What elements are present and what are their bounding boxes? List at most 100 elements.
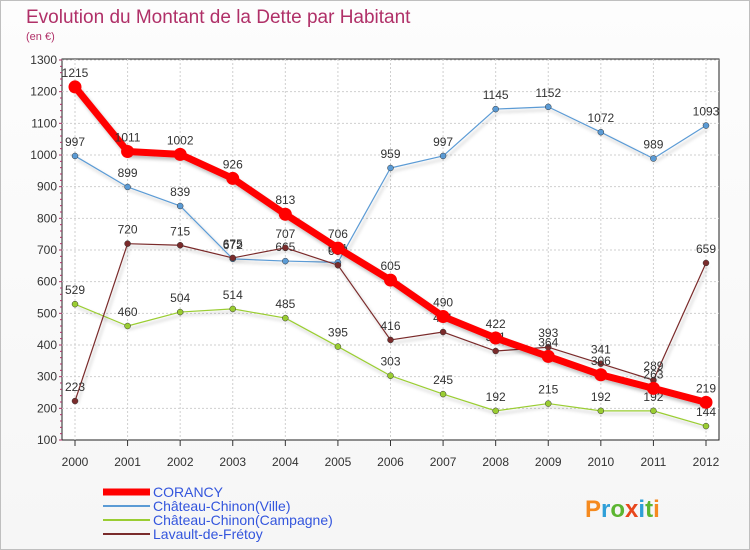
data-point: [124, 183, 131, 191]
x-tick-label: 2006: [377, 455, 404, 469]
data-label: 364: [538, 335, 558, 349]
data-label: 605: [380, 259, 400, 273]
data-label: 215: [538, 383, 558, 397]
data-point: [278, 207, 292, 221]
data-point: [331, 241, 345, 255]
x-tick-label: 2004: [272, 455, 299, 469]
data-label: 959: [380, 147, 400, 161]
data-label: 1011: [115, 131, 141, 145]
legend-label: CORANCY: [153, 484, 224, 500]
logo-letter: x: [625, 496, 639, 523]
data-label: 219: [696, 381, 716, 395]
data-point: [545, 103, 552, 111]
data-point: [541, 349, 555, 363]
logo-letter: i: [653, 496, 660, 523]
data-point: [71, 152, 79, 160]
data-point: [121, 145, 135, 159]
data-label: 306: [591, 354, 611, 368]
data-point: [124, 322, 131, 330]
x-tick-label: 2003: [219, 455, 246, 469]
data-point: [597, 407, 605, 415]
proxiti-logo: Proxiti: [585, 496, 660, 523]
data-label: 416: [380, 319, 400, 333]
x-axis: 2000 2001 2002 2003 2004 2005 2006 2007 2008 2009…: [62, 440, 720, 469]
data-point: [597, 360, 605, 367]
data-point: [334, 261, 342, 269]
data-point: [702, 122, 710, 129]
y-tick-label: 1000: [30, 148, 57, 162]
data-label: 341: [591, 343, 611, 357]
data-point: [176, 202, 184, 210]
y-tick-label: 900: [37, 180, 57, 194]
y-tick-label: 600: [37, 275, 57, 289]
y-tick-label: 200: [37, 401, 57, 415]
data-label: 144: [696, 405, 716, 419]
data-label: 672: [223, 238, 243, 252]
data-point: [282, 257, 289, 265]
data-point: [71, 300, 79, 308]
y-tick-label: 700: [37, 243, 57, 257]
data-point: [650, 407, 657, 415]
data-point: [282, 244, 289, 252]
logo-letter: r: [601, 496, 610, 523]
data-label: 1215: [62, 66, 89, 80]
y-tick-label: 1100: [31, 116, 57, 130]
data-label: 395: [328, 326, 348, 340]
data-point: [597, 128, 605, 136]
data-label: 485: [275, 297, 295, 311]
data-label: 289: [643, 359, 663, 373]
x-tick-label: 2001: [114, 455, 141, 469]
data-point: [176, 242, 184, 249]
data-point: [229, 305, 236, 313]
data-label: 1002: [167, 133, 194, 147]
data-label: 997: [65, 135, 85, 149]
data-label: 504: [170, 291, 190, 305]
data-label: 997: [433, 135, 453, 149]
data-label: 223: [65, 380, 85, 394]
data-label: 720: [118, 223, 138, 237]
data-point: [387, 372, 394, 379]
data-point: [68, 80, 82, 94]
data-point: [699, 395, 713, 409]
data-point: [124, 240, 131, 247]
data-point: [489, 331, 503, 345]
x-tick-label: 2009: [535, 455, 562, 469]
logo-letter: o: [610, 496, 625, 523]
data-point: [702, 259, 710, 267]
data-label: 490: [433, 296, 453, 310]
data-label: 813: [275, 193, 295, 207]
x-tick-label: 2008: [482, 455, 509, 469]
x-tick-label: 2002: [167, 455, 194, 469]
data-point: [594, 368, 608, 382]
data-point: [545, 400, 552, 407]
data-point: [334, 343, 342, 350]
data-point: [176, 308, 184, 316]
logo-letter: P: [585, 496, 601, 523]
data-label: 460: [118, 305, 138, 319]
y-tick-label: 1200: [30, 85, 57, 99]
data-point: [282, 314, 289, 322]
data-label: 839: [170, 185, 190, 199]
y-tick-label: 400: [37, 338, 57, 352]
data-label: 659: [696, 242, 716, 256]
grid: [62, 59, 719, 440]
data-label: 529: [65, 283, 85, 297]
x-tick-label: 2000: [62, 455, 89, 469]
data-label: 707: [275, 227, 295, 241]
data-label: 899: [118, 166, 138, 180]
logo-letter: i: [638, 496, 645, 523]
x-tick-label: 2012: [693, 455, 720, 469]
data-label: 675: [223, 237, 243, 251]
data-point: [173, 147, 187, 161]
data-label: 422: [486, 317, 506, 331]
chart-subtitle: (en €): [26, 31, 55, 43]
data-label: 245: [433, 373, 453, 387]
data-point: [439, 152, 447, 160]
data-label: 926: [223, 157, 243, 171]
data-point: [226, 171, 240, 185]
logo-letter: t: [645, 496, 653, 523]
y-axis: 100 200 300 400 500 600 700 800 900 1000 1100 1200 1…: [30, 53, 62, 447]
data-point: [384, 273, 397, 287]
